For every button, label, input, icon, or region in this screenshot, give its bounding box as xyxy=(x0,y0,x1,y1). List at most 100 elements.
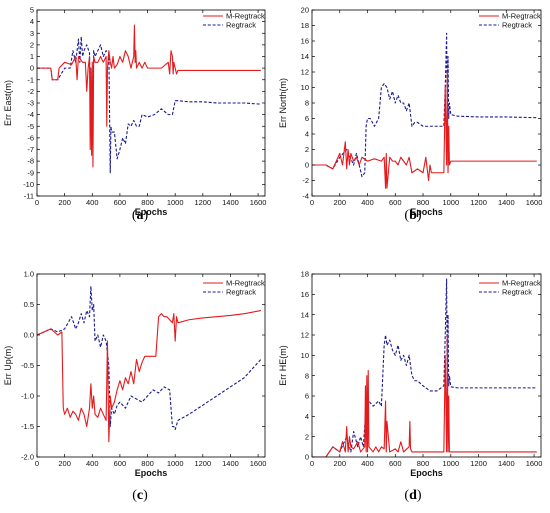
plot-area xyxy=(312,32,537,189)
series-line-regtrack xyxy=(37,285,262,431)
x-tick-label: 200 xyxy=(333,198,346,207)
x-tick-label: 1400 xyxy=(498,459,515,468)
x-tick-label: 1200 xyxy=(470,198,487,207)
x-tick-label: 600 xyxy=(114,459,127,468)
x-tick-label: 1200 xyxy=(194,459,211,468)
legend-label: Regtrack xyxy=(226,21,256,30)
series-line-m-regtrack xyxy=(37,24,261,168)
x-axis-title: Epochs xyxy=(410,207,443,217)
x-tick-label: 1000 xyxy=(167,459,184,468)
panel-label: (d) xyxy=(404,488,421,503)
legend-label: Regtrack xyxy=(226,288,256,297)
y-tick-label: 0 xyxy=(305,453,309,462)
x-axis-title: Epochs xyxy=(410,468,443,478)
x-tick-label: 0 xyxy=(310,459,314,468)
y-tick-label: 2 xyxy=(30,40,34,49)
x-tick-label: 1600 xyxy=(250,459,267,468)
y-tick-label: 10 xyxy=(301,351,309,360)
y-tick-label: -2 xyxy=(302,176,309,185)
legend-label: M-Regtrack xyxy=(226,12,265,21)
x-tick-label: 400 xyxy=(361,198,374,207)
y-tick-label: 18 xyxy=(301,21,309,30)
series-line-regtrack xyxy=(312,32,537,178)
x-tick-label: 0 xyxy=(35,459,39,468)
y-tick-label: 4 xyxy=(305,130,309,139)
y-tick-label: -1.0 xyxy=(21,392,34,401)
y-tick-label: -4 xyxy=(302,192,309,201)
y-tick-label: -6 xyxy=(27,133,34,142)
x-axis-title: Epochs xyxy=(135,207,168,217)
x-tick-label: 1200 xyxy=(194,198,211,207)
legend-label: Regtrack xyxy=(502,288,532,297)
chart-panel-a: 0 200 400 600 800 1000 1200 1400 1600-11-10-9-8-… xyxy=(3,6,266,223)
plot-frame xyxy=(36,273,266,458)
x-tick-label: 1000 xyxy=(442,198,459,207)
y-axis-title: Err Up(m) xyxy=(3,346,13,386)
x-tick-label: 600 xyxy=(389,198,402,207)
y-tick-label: 2 xyxy=(305,145,309,154)
y-tick-label: -1.5 xyxy=(21,422,34,431)
y-tick-label: 10 xyxy=(301,83,309,92)
y-tick-label: 3 xyxy=(30,29,34,38)
x-tick-label: 600 xyxy=(389,459,402,468)
y-tick-label: 16 xyxy=(301,37,309,46)
y-tick-label: 12 xyxy=(301,331,309,340)
x-tick-label: 1600 xyxy=(250,198,267,207)
panel-label: (b) xyxy=(404,208,421,223)
x-tick-label: 1600 xyxy=(526,198,543,207)
y-tick-label: 1 xyxy=(30,52,34,61)
x-tick-label: 200 xyxy=(58,459,71,468)
panel-label: (c) xyxy=(132,488,148,503)
x-tick-label: 800 xyxy=(417,198,430,207)
series-line-m-regtrack xyxy=(37,310,261,443)
legend-label: M-Regtrack xyxy=(502,279,541,288)
x-tick-label: 1000 xyxy=(167,198,184,207)
y-tick-label: 8 xyxy=(305,99,309,108)
y-tick-label: 6 xyxy=(305,392,309,401)
plot-area xyxy=(37,285,262,443)
plot-frame xyxy=(311,273,542,458)
y-tick-label: -4 xyxy=(27,110,34,119)
y-axis-title: Err East(m) xyxy=(3,80,13,126)
y-tick-label: 4 xyxy=(305,412,309,421)
y-tick-label: 6 xyxy=(305,114,309,123)
series-line-regtrack xyxy=(37,36,261,174)
x-tick-label: 1400 xyxy=(498,198,515,207)
y-tick-label: -11 xyxy=(24,192,34,201)
y-tick-label: 8 xyxy=(305,371,309,380)
legend-label: M-Regtrack xyxy=(226,279,265,288)
x-tick-label: 0 xyxy=(310,198,314,207)
y-tick-label: 2 xyxy=(305,432,309,441)
x-tick-label: 1600 xyxy=(526,459,543,468)
y-tick-label: 20 xyxy=(301,6,309,15)
y-tick-label: -0.5 xyxy=(21,361,34,370)
panel-label: (a) xyxy=(132,208,149,223)
x-tick-label: 0 xyxy=(35,198,39,207)
plot-area xyxy=(37,24,261,174)
y-tick-label: 0.0 xyxy=(24,331,34,340)
chart-panel-c: 0 200 400 600 800 1000 1200 1400 1600 -2.0 -1.5 -1.… xyxy=(3,270,266,503)
y-tick-label: 12 xyxy=(301,68,309,77)
y-tick-label: -2 xyxy=(27,87,34,96)
y-tick-label: -3 xyxy=(27,99,34,108)
y-tick-label: 18 xyxy=(301,270,309,279)
y-tick-label: -2.0 xyxy=(21,453,34,462)
series-line-regtrack xyxy=(312,278,537,457)
y-tick-label: -5 xyxy=(27,122,34,131)
y-tick-label: 0.5 xyxy=(24,300,34,309)
x-tick-label: 1000 xyxy=(442,459,459,468)
x-axis-title: Epochs xyxy=(135,468,168,478)
y-axis-title: Err HE(m) xyxy=(278,345,288,386)
x-tick-label: 400 xyxy=(86,198,99,207)
y-tick-label: -9 xyxy=(27,168,34,177)
y-tick-label: -7 xyxy=(27,145,34,154)
x-tick-label: 1200 xyxy=(470,459,487,468)
series-line-m-regtrack xyxy=(312,334,537,457)
y-tick-label: -1 xyxy=(27,75,34,84)
chart-panel-b: 0 200 400 600 800 1000 1200 1400 1600 -4 -2 0 2 4 6 8 10… xyxy=(278,6,542,223)
y-axis-title: Err North(m) xyxy=(278,78,288,128)
